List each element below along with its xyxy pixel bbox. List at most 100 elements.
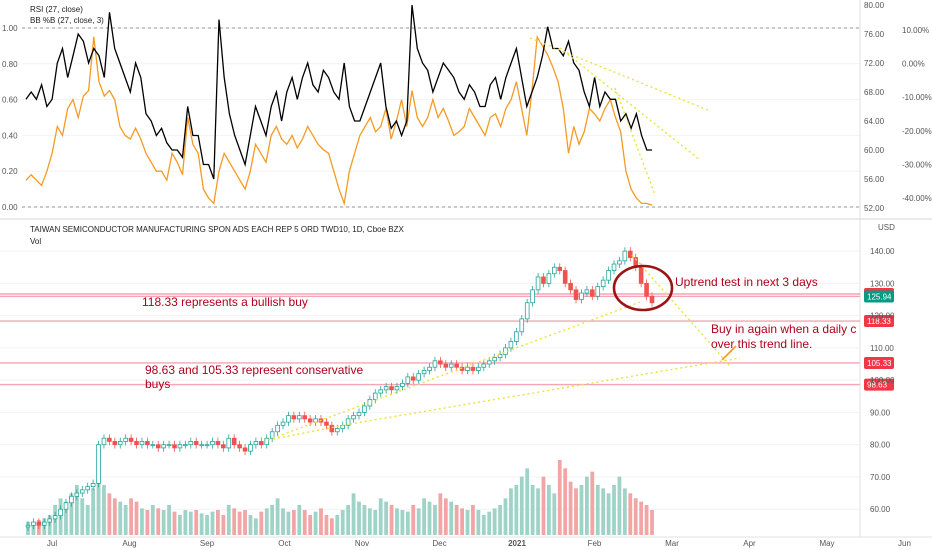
candle-body (617, 260, 622, 265)
volume-bar (112, 498, 117, 535)
uptrend-line[interactable] (267, 301, 641, 441)
candle-body (356, 412, 362, 417)
volume-bar (243, 510, 247, 535)
anno-conservative-2: buys (145, 377, 170, 391)
candle-body (47, 518, 53, 523)
candle-body (438, 360, 443, 365)
candle-body (606, 270, 611, 281)
candle-body (85, 486, 90, 491)
candle-body (573, 289, 579, 300)
time-tick: Nov (355, 539, 369, 548)
osc-pct-tick: -40.00% (902, 194, 932, 203)
candle-body (117, 441, 123, 446)
volume-bar (324, 515, 329, 535)
volume-bar (286, 511, 291, 535)
osc-left-tick: 0.20 (2, 167, 18, 176)
volume-bar (205, 515, 209, 535)
volume-bar (422, 498, 427, 535)
volume-bar (96, 476, 101, 535)
volume-bar (465, 510, 470, 535)
rsi-trendline-1[interactable] (529, 37, 709, 111)
volume-bar (384, 501, 389, 535)
price-tick: 100.00 (870, 376, 895, 385)
candle-body (627, 250, 633, 258)
candle-body (41, 521, 47, 526)
candle-body (155, 444, 161, 449)
candle-body (215, 441, 221, 446)
volume-bar (476, 510, 481, 535)
osc-pct-tick: -20.00% (902, 127, 932, 136)
candle-body (259, 441, 264, 446)
volume-bar (161, 510, 166, 535)
price-tick: 130.00 (870, 279, 895, 288)
candle-body (193, 441, 199, 446)
volume-bar (427, 501, 432, 535)
level-badge-bg (864, 356, 894, 369)
long-trend-line[interactable] (349, 357, 741, 425)
highlight-circle[interactable] (612, 264, 674, 312)
pctb-trendline[interactable] (614, 87, 656, 196)
osc-rsi-tick: 72.00 (864, 59, 885, 68)
anno-uptrend-test: Uptrend test in next 3 days (675, 275, 818, 289)
candle-body (562, 270, 568, 284)
candle-body (584, 289, 590, 294)
candle-body (535, 276, 541, 291)
candle-body (58, 508, 63, 517)
candle-body (383, 386, 389, 391)
candle-body (400, 382, 405, 388)
time-tick: Jul (47, 539, 57, 548)
anno-buy-again-1: Buy in again when a daily c (711, 322, 856, 336)
osc-left-axis: 1.00 0.80 0.60 0.40 0.20 0.00 (2, 24, 18, 212)
volume-bar (329, 518, 334, 535)
vol-label: Vol (30, 237, 41, 246)
candle-body (351, 415, 356, 420)
candle-body (459, 366, 465, 371)
volume-bar (308, 515, 313, 535)
volume-bar (411, 505, 416, 535)
volume-bar (471, 505, 475, 535)
candle-body (242, 447, 248, 452)
candle-body (432, 360, 438, 368)
volume-bar (248, 515, 253, 535)
volume-bar (509, 488, 513, 535)
volume-bar (302, 510, 307, 535)
volume-bar (628, 493, 633, 535)
legend-bbpb: BB %B (27, close, 3) (30, 16, 104, 25)
volume-bar (617, 476, 622, 535)
volume-bar (449, 501, 454, 535)
candle-body (345, 418, 351, 426)
volume-bar (129, 498, 133, 535)
volume-bar (232, 508, 237, 535)
volume-bar (80, 498, 85, 535)
time-axis[interactable]: Jul Aug Sep Oct Nov Dec 2021 Feb Mar Apr May Jun (47, 539, 911, 548)
time-tick: May (819, 539, 834, 548)
candle-body (644, 282, 649, 297)
candle-body (79, 489, 85, 494)
volume-bar (150, 505, 155, 535)
time-tick: Sep (200, 539, 215, 548)
volume-bar (69, 493, 74, 535)
osc-left-tick: 0.80 (2, 60, 18, 69)
candle-body (546, 273, 552, 284)
candle-body (231, 437, 237, 446)
candle-body (291, 415, 297, 420)
time-tick: Oct (278, 539, 291, 548)
volume-bar (357, 501, 361, 535)
volume-bar (340, 510, 345, 535)
candle-body (649, 295, 655, 304)
candle-body (427, 366, 432, 371)
candle-body (378, 389, 383, 394)
oscillator-panel[interactable]: 1.00 0.80 0.60 0.40 0.20 0.00 80.00 76.00 72.00… (2, 1, 932, 213)
volume-bar (433, 505, 437, 535)
volume-bar (85, 505, 90, 535)
volume-bar (319, 508, 323, 535)
volume-bar (210, 511, 215, 535)
osc-left-tick: 0.60 (2, 96, 18, 105)
osc-rsi-tick: 56.00 (864, 175, 885, 184)
volume-bar (297, 505, 302, 535)
candle-body (128, 437, 134, 442)
osc-pct-axis: 10.00% 0.00% -10.00% -20.00% -30.00% -40.00% (902, 26, 932, 203)
